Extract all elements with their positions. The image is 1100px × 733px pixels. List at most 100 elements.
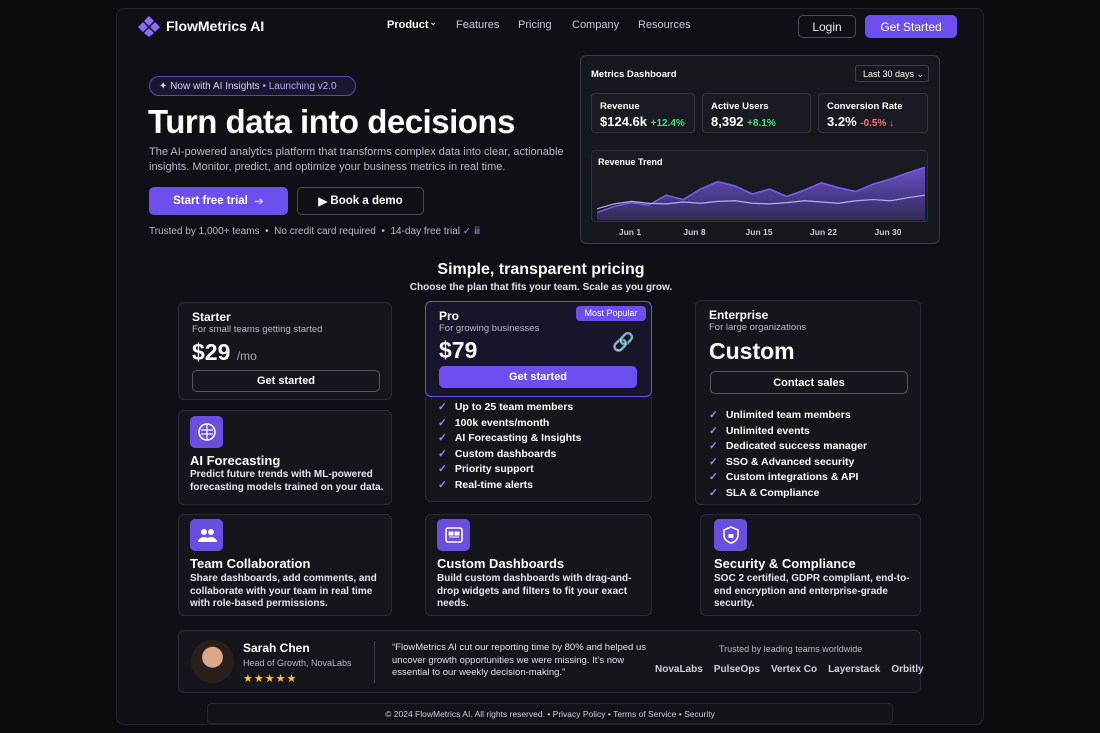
feature: Priority support [438, 462, 581, 478]
footer: © 2024 FlowMetrics AI. All rights reserv… [207, 703, 893, 724]
popular-badge: Most Popular [576, 306, 646, 321]
primary-button[interactable]: Start free trial ➜ [149, 187, 288, 215]
trend-chart: Jun 1 Jun 8 Jun 15 Jun 22 Jun 30 [596, 166, 926, 237]
feature: SLA & Compliance [709, 486, 867, 502]
badge-text: Now with AI Insights [170, 81, 260, 92]
plan-card: Starter For small teams getting started … [178, 302, 392, 400]
logo: NovaLabs [655, 664, 703, 675]
stat-value: $124.6k +12.4% [600, 114, 685, 129]
logo: Vertex Co [770, 664, 818, 675]
value: 3.2% [827, 114, 857, 129]
plan-card: Enterprise For large organizations Custo… [695, 300, 921, 505]
feature: Up to 25 team members [438, 400, 581, 416]
feature-icon [190, 519, 223, 551]
stat-label: Revenue [600, 101, 640, 112]
feature: Unlimited team members [709, 408, 867, 424]
feature-card: Security & Compliance SOC 2 certified, G… [700, 514, 921, 616]
feature-list: Up to 25 team members 100k events/month … [438, 400, 582, 494]
copyright: © 2024 FlowMetrics AI. All rights reserv… [385, 709, 545, 719]
person-name: Sarah Chen [243, 641, 310, 655]
stat-value: 3.2% -0.5% ↓ [827, 114, 895, 129]
logos: NovaLabs PulseOps Vertex Co Layerstack Orbit… [655, 664, 924, 675]
plan-name: Pro [439, 309, 460, 323]
feature-card: Team Collaboration Share dashboards, add… [178, 514, 392, 616]
plan-desc: For growing businesses [439, 323, 540, 334]
feature-icon [714, 519, 747, 551]
trend-area [597, 167, 925, 220]
nav-link[interactable]: Company [572, 19, 620, 31]
dashboard-title: Metrics Dashboard [591, 69, 677, 80]
feature-list: Unlimited team members Unlimited events … [709, 408, 867, 501]
footer-link[interactable]: Terms of Service [613, 709, 677, 719]
nav-link[interactable]: Pricing [518, 19, 552, 31]
trust-item: 14-day free trial [390, 226, 460, 237]
feature: Unlimited events [709, 424, 867, 440]
secondary-button[interactable]: ▶ Book a demo [297, 187, 424, 215]
feature-card: Custom Dashboards Build custom dashboard… [425, 514, 652, 616]
quote: “FlowMetrics AI cut our reporting time b… [392, 642, 646, 678]
plan-button[interactable]: Contact sales [710, 371, 908, 394]
brand[interactable]: FlowMetrics AI [166, 18, 265, 34]
nav-link[interactable]: Resources [638, 19, 691, 31]
feature-title: Team Collaboration [190, 556, 311, 571]
plan-price: Custom [709, 338, 795, 364]
plan-desc: For small teams getting started [192, 324, 323, 335]
feature: Real-time alerts [438, 478, 581, 494]
pricing-subtitle: Choose the plan that fits your team. Sca… [409, 282, 673, 293]
stat-value: 8,392 +8.1% [711, 114, 776, 129]
change: -0.5% [860, 118, 887, 129]
login-button[interactable]: Login [798, 15, 856, 38]
nav-link[interactable]: Product [387, 19, 429, 31]
avatar [191, 640, 234, 683]
hero-title: Turn data into decisions [148, 103, 515, 140]
range-select[interactable]: Last 30 days ⌄ [855, 65, 929, 82]
stars: ★★★★★ [243, 673, 298, 685]
footer-link[interactable]: Privacy Policy [552, 709, 606, 719]
feature-icon [190, 416, 223, 448]
change: +8.1% [747, 118, 776, 129]
chevron: ⌄ [429, 17, 438, 28]
value: $124.6k [600, 114, 647, 129]
feature: Dedicated success manager [709, 439, 867, 455]
range-label: Last 30 days [863, 69, 915, 79]
feature: SSO & Advanced security [709, 455, 867, 471]
logo: Layerstack [828, 664, 881, 675]
hero-text: The AI-powered analytics platform that t… [149, 146, 564, 173]
x-tick-label: Jun 8 [683, 227, 705, 237]
feature-text: SOC 2 certified, GDPR compliant, end-to-… [714, 573, 910, 609]
trust-item: Trusted by 1,000+ teams [149, 226, 260, 237]
plan-button[interactable]: Get started [439, 366, 637, 388]
x-tick-label: Jun 15 [746, 227, 773, 237]
feature-text: Predict future trends with ML-powered fo… [190, 469, 384, 493]
feature: 100k events/month [438, 416, 581, 432]
footer-link[interactable]: Security [684, 709, 715, 719]
logo: PulseOps [713, 664, 760, 675]
feature: Custom integrations & API [709, 470, 867, 486]
pro-features: Up to 25 team members 100k events/month … [425, 397, 652, 502]
pricing-title: Simple, transparent pricing [437, 261, 645, 278]
plan-price: $29 /mo [192, 339, 257, 366]
trust-item: No credit card required [274, 226, 376, 237]
feature-text: Share dashboards, add comments, and coll… [190, 573, 377, 609]
logo-icon [138, 16, 160, 37]
feature: Custom dashboards [438, 447, 581, 463]
period: /mo [236, 349, 257, 363]
trend-line [596, 194, 926, 210]
stat-card: Revenue $124.6k +12.4% [591, 93, 695, 133]
secondary-label: Book a demo [330, 195, 403, 207]
stat-card: Active Users 8,392 +8.1% [702, 93, 811, 133]
logo: Orbitly [891, 664, 924, 675]
nav-link[interactable]: Features [456, 19, 500, 31]
stat-label: Conversion Rate [827, 101, 903, 112]
x-tick-label: Jun 1 [619, 227, 641, 237]
price: $29 [192, 339, 231, 365]
divider [374, 641, 375, 683]
trend-title: Revenue Trend [598, 157, 663, 167]
cta-button[interactable]: Get Started [865, 15, 957, 38]
plan-name: Enterprise [709, 308, 769, 322]
plan-desc: For large organizations [709, 322, 807, 333]
value: 8,392 [711, 114, 744, 129]
feature-text: Build custom dashboards with drag-and-dr… [437, 573, 632, 609]
plan-button[interactable]: Get started [192, 370, 380, 392]
